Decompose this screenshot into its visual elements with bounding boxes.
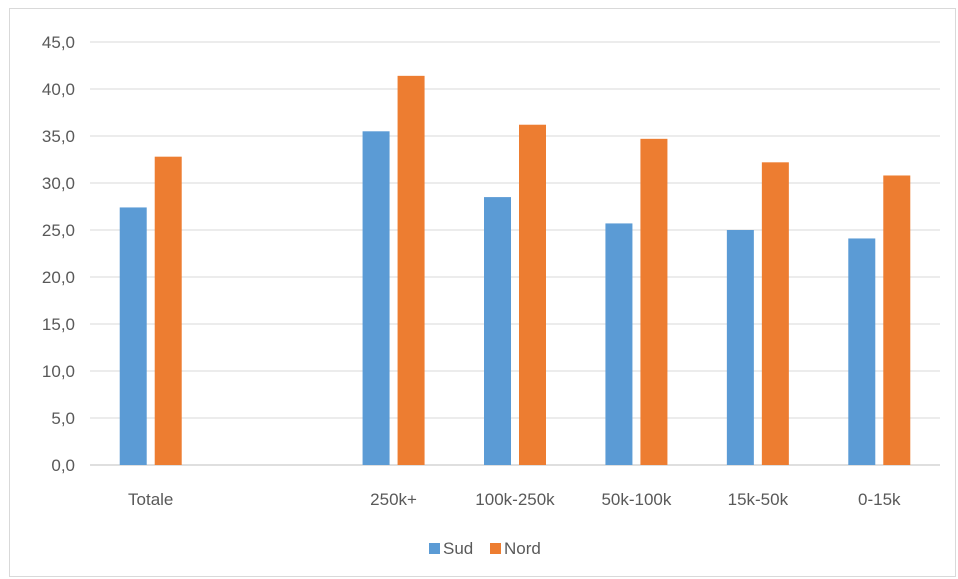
x-tick-label: Totale [128, 490, 173, 509]
x-tick-label: 100k-250k [475, 490, 555, 509]
bar-nord-3 [519, 124, 546, 465]
bar-nord-6 [883, 175, 911, 466]
bar-nord-0 [154, 156, 182, 465]
bar-nord-2 [397, 75, 425, 465]
bar-sud-2 [362, 131, 390, 466]
bar-sud-3 [484, 197, 511, 465]
bar-nord-5 [761, 162, 789, 465]
y-tick-label: 10,0 [42, 362, 75, 381]
x-tick-label: 15k-50k [728, 490, 789, 509]
bar-sud-6 [848, 238, 876, 465]
y-tick-label: 25,0 [42, 221, 75, 240]
legend-label-sud: Sud [443, 539, 473, 558]
y-axis-tick-labels: 0,0 5,0 10,0 15,0 20,0 25,0 30,0 35,0 40,0 45,0 [42, 33, 75, 475]
bar-sud-0 [119, 207, 147, 465]
gridlines [90, 41, 940, 466]
y-tick-label: 15,0 [42, 315, 75, 334]
x-tick-label: 250k+ [370, 490, 417, 509]
x-axis-tick-labels: Totale 250k+ 100k-250k 50k-100k 15k-50k 0-15k [128, 490, 901, 509]
y-tick-label: 0,0 [51, 456, 75, 475]
y-tick-label: 45,0 [42, 33, 75, 52]
legend: Sud Nord [429, 539, 541, 558]
y-tick-label: 5,0 [51, 409, 75, 428]
x-tick-label: 0-15k [858, 490, 901, 509]
y-tick-label: 20,0 [42, 268, 75, 287]
legend-swatch-nord [490, 543, 501, 554]
y-tick-label: 35,0 [42, 127, 75, 146]
bars [119, 75, 911, 466]
bar-sud-5 [726, 230, 754, 465]
y-tick-label: 40,0 [42, 80, 75, 99]
y-tick-label: 30,0 [42, 174, 75, 193]
bar-sud-4 [605, 223, 633, 465]
x-tick-label: 50k-100k [601, 490, 671, 509]
legend-label-nord: Nord [504, 539, 541, 558]
bar-nord-4 [640, 138, 668, 465]
legend-swatch-sud [429, 543, 440, 554]
